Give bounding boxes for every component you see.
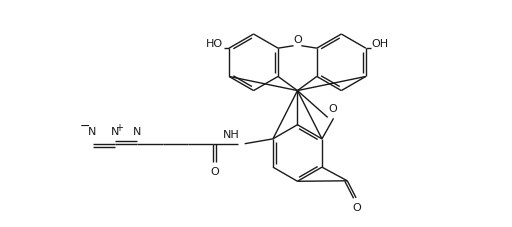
Text: N: N [89, 127, 97, 137]
Text: O: O [210, 167, 219, 177]
Text: N: N [133, 127, 142, 137]
Text: −: − [80, 120, 91, 133]
Text: HO: HO [206, 39, 223, 49]
Text: +: + [115, 123, 123, 133]
Text: NH: NH [223, 130, 240, 140]
Text: O: O [352, 203, 361, 213]
Text: O: O [329, 104, 337, 114]
Text: N: N [111, 127, 119, 137]
Text: O: O [293, 35, 302, 45]
Text: OH: OH [372, 39, 389, 49]
